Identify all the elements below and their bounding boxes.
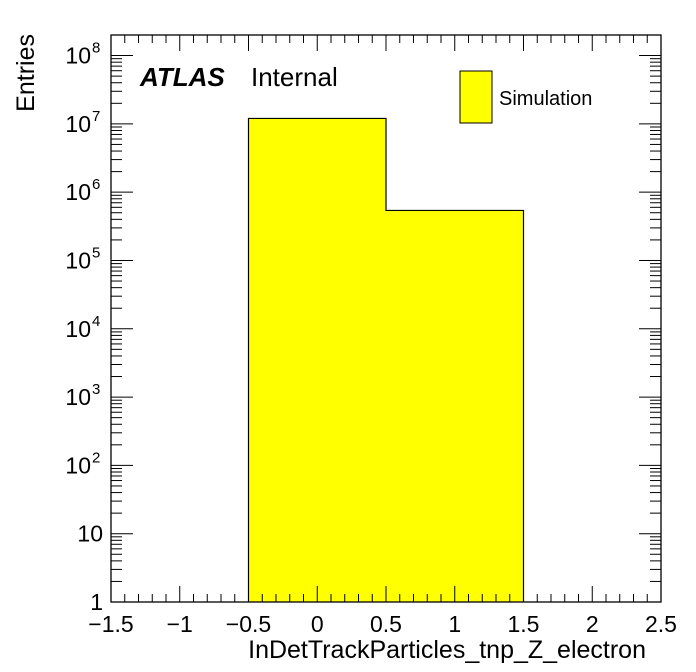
x-tick-label: −1.5 [88, 611, 133, 637]
y-tick-label: 10 [65, 247, 91, 273]
x-tick-label: 2.5 [645, 611, 677, 637]
status-label: Internal [251, 62, 338, 92]
x-tick-label: −0.5 [226, 611, 271, 637]
histogram-bin-2 [386, 210, 524, 602]
x-tick-label: 1.5 [508, 611, 540, 637]
y-tick-label: 10 [65, 111, 91, 137]
y-tick-label: 10 [65, 452, 91, 478]
y-tick-label-exponent: 8 [92, 40, 100, 57]
y-tick-label-exponent: 4 [92, 313, 100, 330]
x-axis-ticks: −1.5 −1 −0.5 0 0.5 1 1.5 2 2.5 [88, 35, 677, 637]
y-axis-title: Entries [12, 34, 40, 112]
legend-label: Simulation [499, 88, 592, 110]
legend-swatch [459, 70, 493, 124]
x-tick-label: 0.5 [370, 611, 402, 637]
histogram-bin-1 [248, 118, 386, 603]
y-tick-label: 10 [65, 179, 91, 205]
x-tick-label: 0 [311, 611, 324, 637]
y-tick-label-exponent: 5 [92, 244, 100, 261]
y-tick-label-exponent: 7 [92, 108, 100, 125]
x-tick-label: 2 [586, 611, 599, 637]
y-tick-label-exponent: 2 [92, 449, 100, 466]
x-tick-label: −1 [167, 611, 193, 637]
histogram-outline [247, 117, 525, 602]
x-tick-label: 1 [448, 611, 461, 637]
legend: Simulation [459, 70, 592, 124]
y-tick-label: 10 [65, 316, 91, 342]
x-axis-title: InDetTrackParticles_tnp_Z_electron [248, 636, 646, 664]
y-tick-label: 1 [90, 589, 103, 615]
y-tick-label-exponent: 3 [92, 381, 100, 398]
y-tick-label: 10 [65, 43, 91, 69]
y-tick-label-exponent: 6 [92, 176, 100, 193]
y-tick-label: 10 [77, 521, 103, 547]
atlas-label: ATLAS [139, 62, 225, 92]
plot-frame [110, 34, 662, 603]
y-tick-label: 10 [65, 384, 91, 410]
histogram-bins [247, 117, 525, 603]
